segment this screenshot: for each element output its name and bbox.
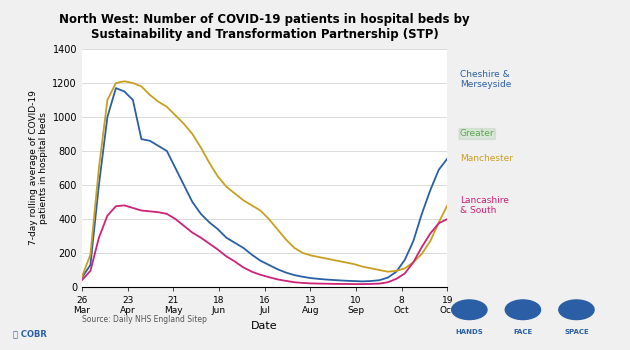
Text: FACE: FACE xyxy=(513,329,532,335)
Text: Source: Daily NHS England Sitep: Source: Daily NHS England Sitep xyxy=(82,315,207,324)
Text: HANDS: HANDS xyxy=(455,329,483,335)
X-axis label: Date: Date xyxy=(251,321,278,331)
Text: Cheshire &
Merseyside: Cheshire & Merseyside xyxy=(460,70,512,89)
Text: Manchester: Manchester xyxy=(460,154,513,163)
Title: North West: Number of COVID-19 patients in hospital beds by
Sustainability and T: North West: Number of COVID-19 patients … xyxy=(59,13,470,41)
Y-axis label: 7-day rolling average of COVID-19
patients in hospital beds: 7-day rolling average of COVID-19 patien… xyxy=(29,91,49,245)
Text: Greater: Greater xyxy=(460,130,495,139)
Text: 🏛 COBR: 🏛 COBR xyxy=(13,329,47,338)
Text: Lancashire
& South: Lancashire & South xyxy=(460,196,509,215)
Text: SPACE: SPACE xyxy=(564,329,589,335)
